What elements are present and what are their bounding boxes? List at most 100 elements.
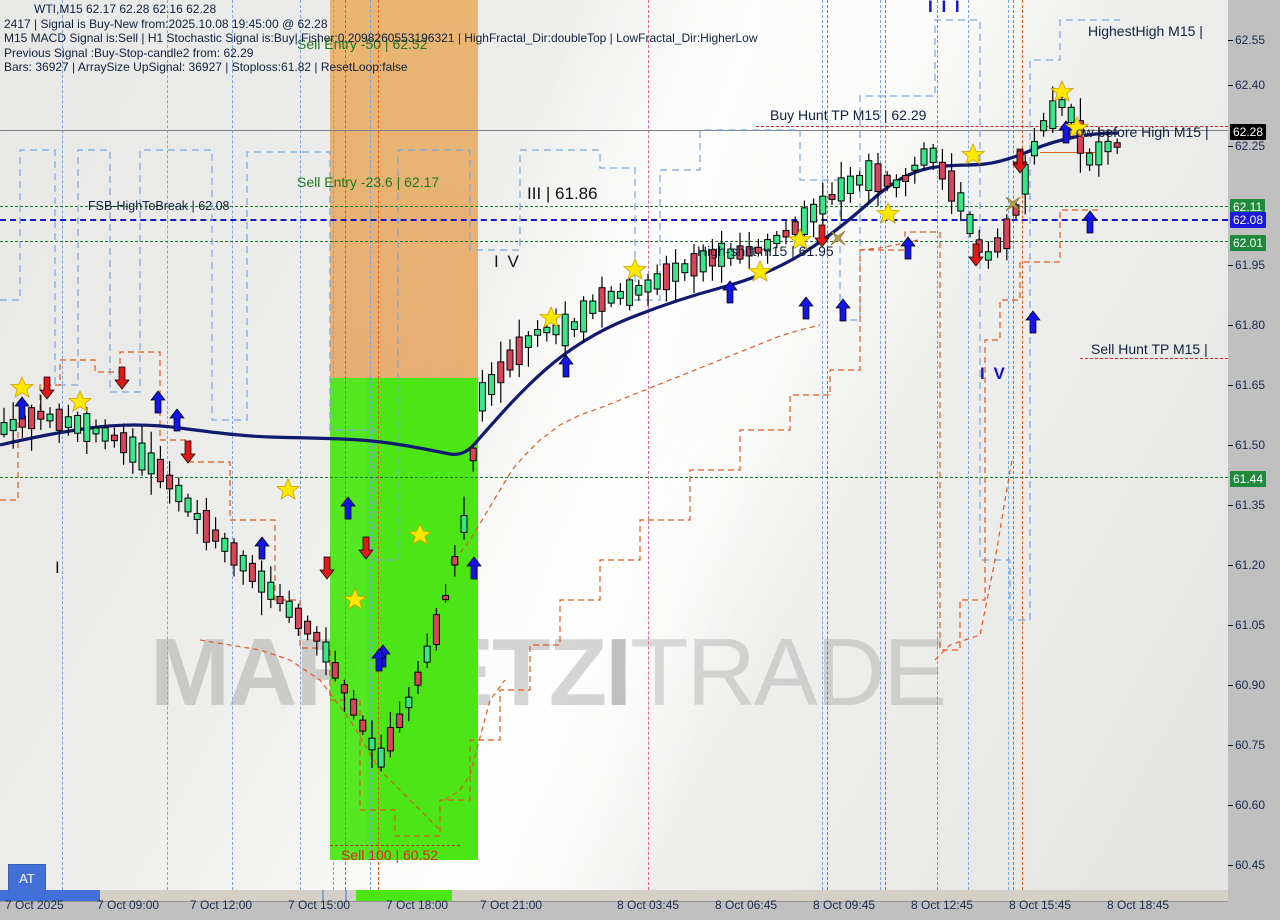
candle-body [55,408,63,431]
candle-body [515,336,523,366]
price-tick-label: 61.35 [1235,498,1266,512]
level-line-sell-hunt-tp [1080,358,1228,359]
session-line [378,0,379,890]
price-tick-label: 61.65 [1235,378,1266,392]
candle-body [230,542,238,566]
candle-body [37,410,45,420]
candle-body [212,529,220,542]
price-tick-label: 61.05 [1235,618,1266,632]
zone-buy-green-lower [366,378,478,860]
candle-body [313,631,321,642]
chart-scrollbar[interactable] [0,890,1228,902]
candle-body [819,195,827,215]
axis-tick [1228,625,1233,626]
annotation-buy-hunt-tp-m15: Buy Hunt TP M15 | 62.29 [770,107,927,123]
scrollbar-thumb-blue[interactable] [0,890,100,901]
current-price-tag: 62.28 [1230,124,1267,140]
session-line [937,0,938,890]
candle-body [1104,140,1112,153]
sell-signal-arrow-icon [358,536,374,560]
level-tag-6201: 62.01 [1230,235,1267,251]
candle-body [432,614,440,646]
candle-body [911,164,919,171]
candle-body [488,374,496,395]
axis-tick [1228,685,1233,686]
wave-marker-iv: I V [494,252,521,271]
auto-trading-button[interactable]: AT [8,864,46,890]
session-line [333,0,334,890]
candle-body [276,595,284,605]
signal-star-icon [748,260,772,282]
candle-body [865,160,873,191]
candle-body [350,698,358,716]
annotation-fsb-high-to-break: FSB-HighToBreak | 62.08 [88,199,230,213]
candle-body [874,163,882,192]
buy-signal-arrow-icon [722,280,738,304]
price-tick-label: 61.80 [1235,318,1266,332]
time-tick-label: 7 Oct 2025 [5,898,64,912]
price-axis[interactable]: 62.55 62.40 62.25 61.95 61.80 61.65 61.50 61.35… [1228,0,1280,890]
signal-star-icon [539,306,563,328]
level-tag-6208: 62.08 [1230,212,1267,228]
candle-body [690,253,698,277]
time-tick-label: 7 Oct 21:00 [480,898,543,912]
candle-body [800,207,808,235]
header-line-signal: 2417 | Signal is Buy-New from:2025.10.08… [4,16,328,31]
time-tick-label: 8 Oct 15:45 [1009,898,1072,912]
signal-star-icon [10,376,34,398]
axis-tick [1228,445,1233,446]
time-tick-label: 8 Oct 18:45 [1107,898,1170,912]
session-line [300,0,301,890]
candle-body [101,427,109,442]
candle-body [607,290,615,304]
axis-tick [1228,325,1233,326]
watermark-divider: I [605,619,632,726]
axis-tick [1228,505,1233,506]
level-line-sell-100 [330,845,460,846]
session-line [1013,0,1014,890]
candle-body [534,329,542,336]
candle-body [754,246,762,254]
candle-body [1095,141,1103,166]
axis-tick [1228,745,1233,746]
candle-body [451,556,459,566]
candle-body [662,263,670,291]
wave-marker-iii: I I I [928,0,962,16]
annotation-low-before-high-m15: Low before High M15 | [1068,124,1209,140]
sell-signal-arrow-icon [968,243,984,267]
candle-body [938,161,946,180]
candle-body [248,562,256,582]
chart-plot-area[interactable]: MARKETZITRADE [0,0,1229,891]
candle-body [386,726,394,752]
candle-body [644,279,652,293]
candle-body [1113,142,1121,148]
candle-body [423,645,431,663]
price-tick-label: 60.90 [1235,678,1266,692]
wave-marker-iv-2: I V [980,364,1007,383]
time-tick-label: 8 Oct 06:45 [715,898,778,912]
time-axis[interactable]: 7 Oct 2025 7 Oct 09:00 7 Oct 12:00 7 Oct 15… [0,890,1280,920]
sell-signal-arrow-icon [319,556,335,580]
candle-body [773,234,781,245]
candle-body [396,713,404,728]
candle-body [258,570,266,593]
session-line [167,0,168,890]
annotation-highest-high-m15: HighestHigh M15 | [1088,23,1203,39]
candle-body [681,263,689,274]
candle-body [920,148,928,166]
candle-body [589,300,597,314]
level-line-6201 [0,241,1228,242]
signal-cross-icon [1005,196,1021,212]
candle-body [957,192,965,212]
candle-body [984,251,992,261]
scrollbar-tick-b [345,890,347,901]
level-line-6217 [0,206,1228,207]
candle-body [635,284,643,296]
axis-tick [1228,40,1233,41]
scrollbar-thumb-green[interactable] [356,890,452,901]
candle-body [304,620,312,635]
session-line [827,0,828,890]
header-line-bars: Bars: 36927 | ArraySize UpSignal: 36927 … [4,60,408,75]
candle-body [856,174,864,186]
time-tick-label: 7 Oct 18:00 [386,898,449,912]
